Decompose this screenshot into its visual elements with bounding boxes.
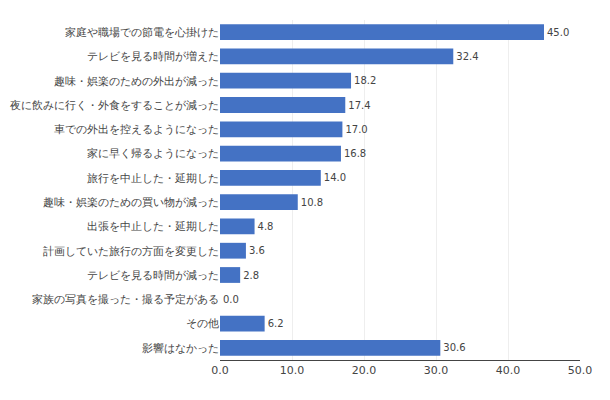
svg-text:10.8: 10.8 — [301, 197, 323, 208]
svg-text:テレビを見る時間が減った: テレビを見る時間が減った — [87, 269, 219, 282]
svg-text:17.0: 17.0 — [345, 124, 367, 135]
svg-text:6.2: 6.2 — [268, 318, 284, 329]
svg-text:30.0: 30.0 — [424, 364, 449, 377]
svg-text:3.6: 3.6 — [249, 245, 265, 256]
svg-text:0.0: 0.0 — [211, 364, 229, 377]
svg-text:趣味・娯楽のための買い物が減った: 趣味・娯楽のための買い物が減った — [43, 196, 219, 209]
svg-text:10.0: 10.0 — [280, 364, 305, 377]
svg-text:影響はなかった: 影響はなかった — [142, 342, 219, 355]
svg-text:50.0: 50.0 — [568, 364, 593, 377]
svg-text:テレビを見る時間が増えた: テレビを見る時間が増えた — [87, 50, 219, 63]
svg-text:16.8: 16.8 — [344, 148, 366, 159]
svg-text:32.4: 32.4 — [456, 51, 478, 62]
svg-text:家に早く帰るようになった: 家に早く帰るようになった — [87, 147, 219, 160]
svg-text:その他: その他 — [186, 317, 219, 330]
svg-text:45.0: 45.0 — [547, 27, 569, 38]
svg-text:家族の写真を撮った・撮る予定がある: 家族の写真を撮った・撮る予定がある — [32, 293, 219, 306]
svg-text:0.0: 0.0 — [223, 294, 239, 305]
svg-text:車での外出を控えるようになった: 車での外出を控えるようになった — [54, 123, 219, 136]
svg-text:旅行を中止した・延期した: 旅行を中止した・延期した — [87, 172, 219, 185]
svg-text:出張を中止した・延期した: 出張を中止した・延期した — [87, 220, 219, 233]
svg-text:20.0: 20.0 — [352, 364, 377, 377]
svg-text:14.0: 14.0 — [324, 172, 346, 183]
svg-text:4.8: 4.8 — [258, 221, 274, 232]
svg-text:17.4: 17.4 — [348, 100, 370, 111]
svg-text:2.8: 2.8 — [243, 270, 259, 281]
svg-text:家庭や職場での節電を心掛けた: 家庭や職場での節電を心掛けた — [65, 26, 219, 39]
svg-text:40.0: 40.0 — [496, 364, 521, 377]
svg-text:計画していた旅行の方面を変更した: 計画していた旅行の方面を変更した — [43, 245, 219, 258]
svg-text:夜に飲みに行く・外食をすることが減った: 夜に飲みに行く・外食をすることが減った — [10, 99, 219, 112]
svg-text:30.6: 30.6 — [443, 342, 465, 353]
svg-text:趣味・娯楽のための外出が減った: 趣味・娯楽のための外出が減った — [54, 75, 219, 88]
svg-text:18.2: 18.2 — [354, 75, 376, 86]
